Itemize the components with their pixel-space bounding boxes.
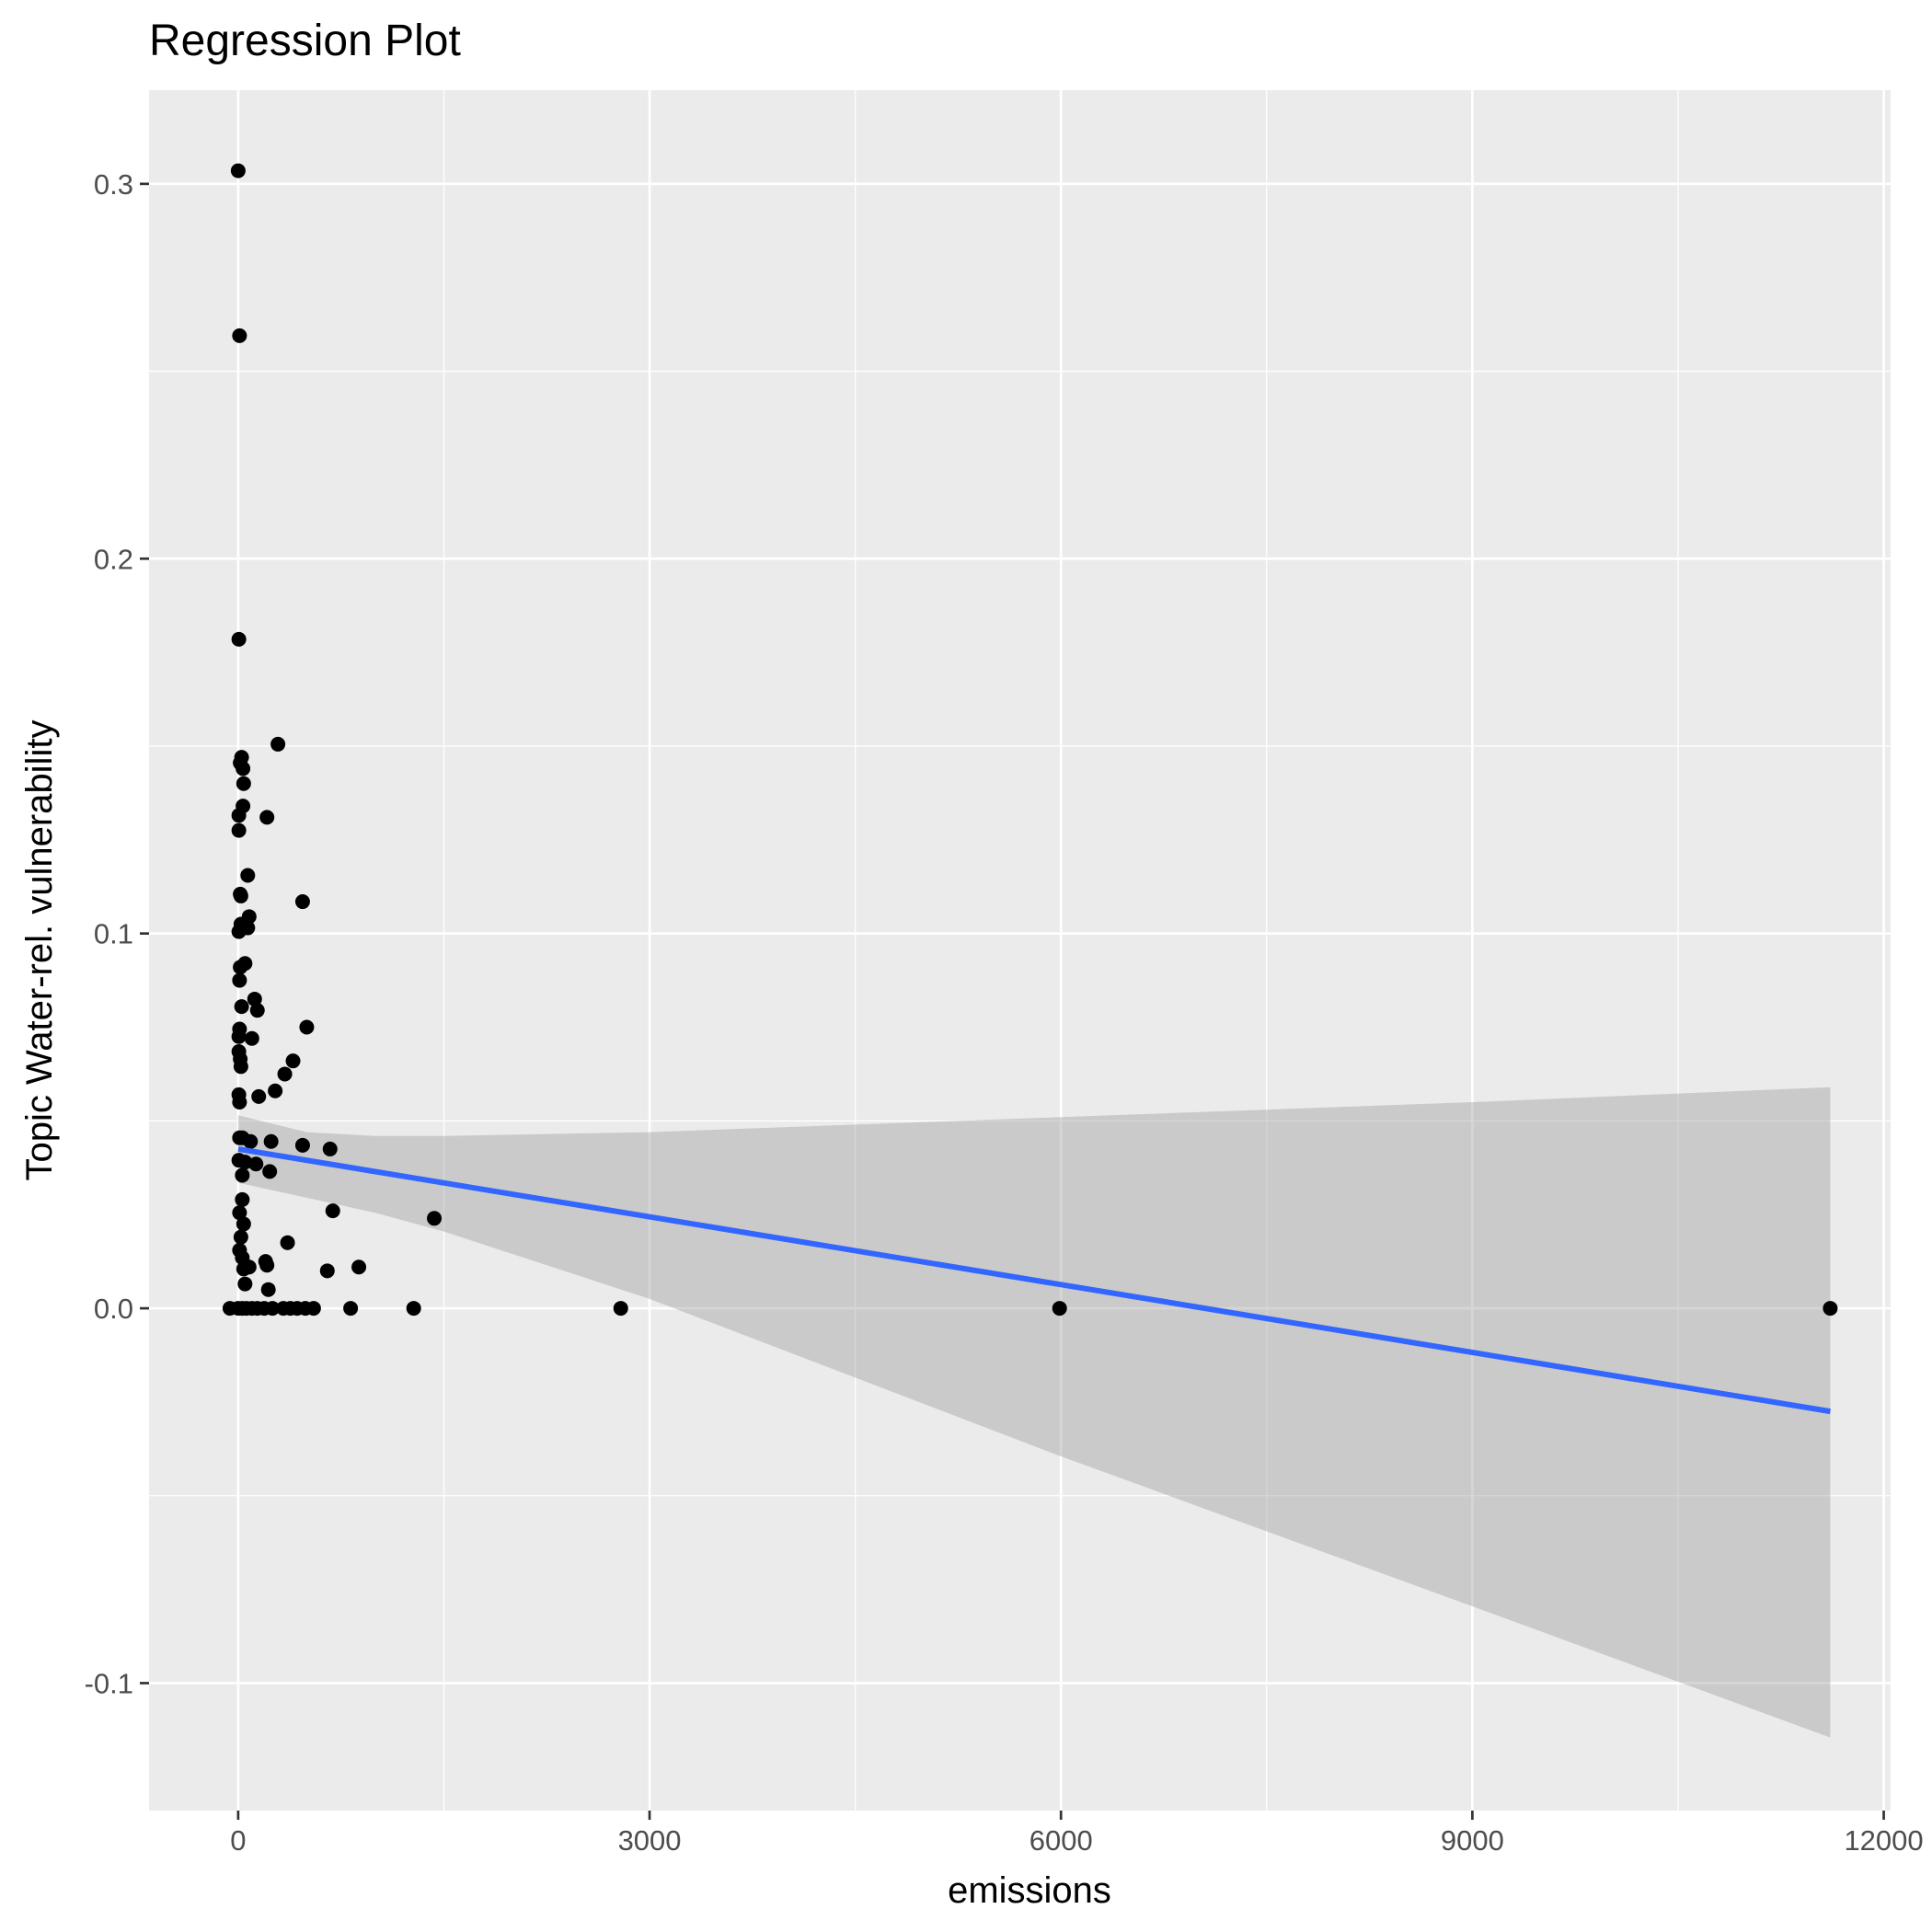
data-point (251, 1088, 267, 1104)
data-point (322, 1141, 338, 1156)
x-axis-title: emissions (948, 1870, 1111, 1911)
data-point (1052, 1301, 1067, 1317)
data-point (233, 1229, 248, 1245)
y-tick-label: 0.3 (94, 168, 133, 201)
data-point (294, 1137, 310, 1153)
data-point (248, 1156, 264, 1172)
x-tick-label: 0 (230, 1824, 246, 1857)
data-point (406, 1301, 421, 1317)
data-point (236, 1216, 251, 1232)
data-point (427, 1211, 443, 1226)
data-point (236, 776, 251, 791)
data-point (285, 1053, 301, 1069)
fit-line (237, 1145, 1831, 1415)
data-point (280, 1235, 295, 1250)
confidence-band (237, 1087, 1831, 1738)
data-point (232, 1095, 247, 1110)
y-tick-label: 0.1 (94, 918, 133, 950)
data-point (237, 1276, 253, 1292)
data-point (233, 1059, 248, 1075)
minor-gridlines (149, 90, 1891, 1811)
data-point (235, 1191, 250, 1207)
y-tick-label: 0.2 (94, 543, 133, 575)
data-point (231, 631, 247, 647)
data-point (231, 1029, 247, 1044)
data-point (247, 991, 262, 1006)
data-point (236, 761, 251, 776)
data-point (319, 1263, 335, 1279)
data-point (262, 1164, 278, 1179)
data-point (232, 1205, 247, 1221)
data-point (1823, 1301, 1838, 1317)
y-tick-label: 0.0 (94, 1293, 133, 1325)
major-gridlines (149, 90, 1891, 1811)
x-tick-label: 9000 (1441, 1824, 1504, 1857)
data-point (232, 328, 247, 343)
data-point (231, 822, 247, 838)
data-point (231, 808, 247, 823)
data-points (222, 163, 1838, 1317)
data-point (232, 972, 247, 988)
data-point (351, 1259, 367, 1275)
data-point (259, 1258, 275, 1273)
data-point (243, 1133, 259, 1149)
x-tick-label: 3000 (618, 1824, 682, 1857)
data-point (259, 810, 275, 825)
data-point (235, 1167, 250, 1183)
data-point (244, 1030, 259, 1046)
data-point (236, 1261, 251, 1277)
data-point (325, 1203, 340, 1219)
data-point (231, 924, 247, 939)
data-point (265, 1301, 281, 1317)
confidence-band-layer (237, 1087, 1831, 1738)
axes: 0 3000 6000 9000 12000 -0.1 0.0 0.1 0.2 0.3 (85, 168, 1924, 1857)
data-point (305, 1301, 321, 1317)
plot-panel (149, 90, 1891, 1811)
data-point (230, 163, 246, 178)
fit-line-layer (237, 1145, 1831, 1415)
chart-title: Regression Plot (149, 17, 461, 65)
data-point (270, 736, 286, 752)
y-axis-title: Topic Water-rel. vulnerability (19, 720, 60, 1181)
y-tick-label: -0.1 (85, 1667, 133, 1699)
data-point (299, 1019, 315, 1035)
data-point (268, 1083, 283, 1098)
data-point (234, 999, 249, 1015)
data-point (260, 1282, 276, 1297)
data-point (249, 1003, 265, 1018)
data-point (294, 894, 310, 910)
data-point (233, 888, 248, 903)
data-point (233, 960, 248, 975)
data-point (343, 1301, 359, 1317)
data-point (263, 1133, 279, 1149)
data-point (277, 1066, 293, 1082)
data-point (237, 1155, 253, 1170)
x-tick-label: 6000 (1029, 1824, 1093, 1857)
data-point (613, 1301, 628, 1317)
data-point (240, 868, 256, 883)
x-tick-label: 12000 (1844, 1824, 1923, 1857)
